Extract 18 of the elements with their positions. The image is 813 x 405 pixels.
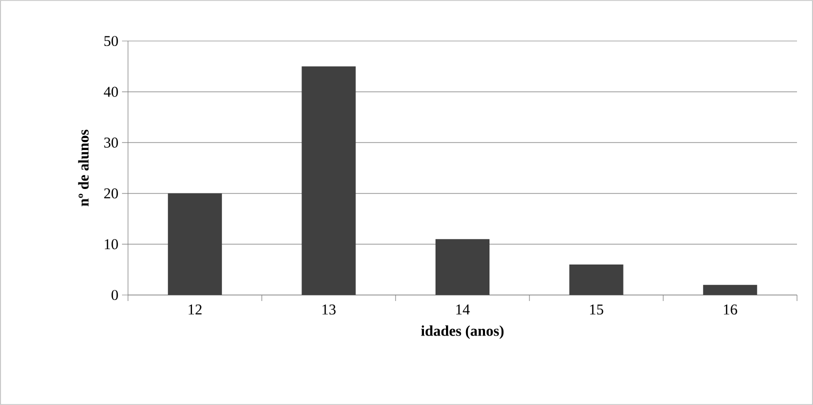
x-tick-label: 14 xyxy=(456,304,470,314)
y-tick-label: 30 xyxy=(104,138,118,148)
x-tick-label: 13 xyxy=(322,304,336,315)
x-axis-title: idades (anos) xyxy=(421,325,504,339)
x-tick-label: 16 xyxy=(724,304,738,315)
bar xyxy=(168,193,222,295)
y-tick-label: 0 xyxy=(112,290,118,300)
bar xyxy=(302,66,356,295)
y-tick-label: 50 xyxy=(104,36,118,46)
y-axis-title: nº de alunos xyxy=(78,130,89,206)
y-tick-label: 10 xyxy=(104,239,118,250)
bar xyxy=(569,264,624,295)
x-tick-label: 12 xyxy=(188,304,202,314)
bar xyxy=(703,284,758,295)
bar xyxy=(436,239,490,295)
x-tick-label: 15 xyxy=(590,304,604,315)
y-tick-label: 20 xyxy=(104,188,118,198)
y-tick-label: 40 xyxy=(104,86,118,97)
